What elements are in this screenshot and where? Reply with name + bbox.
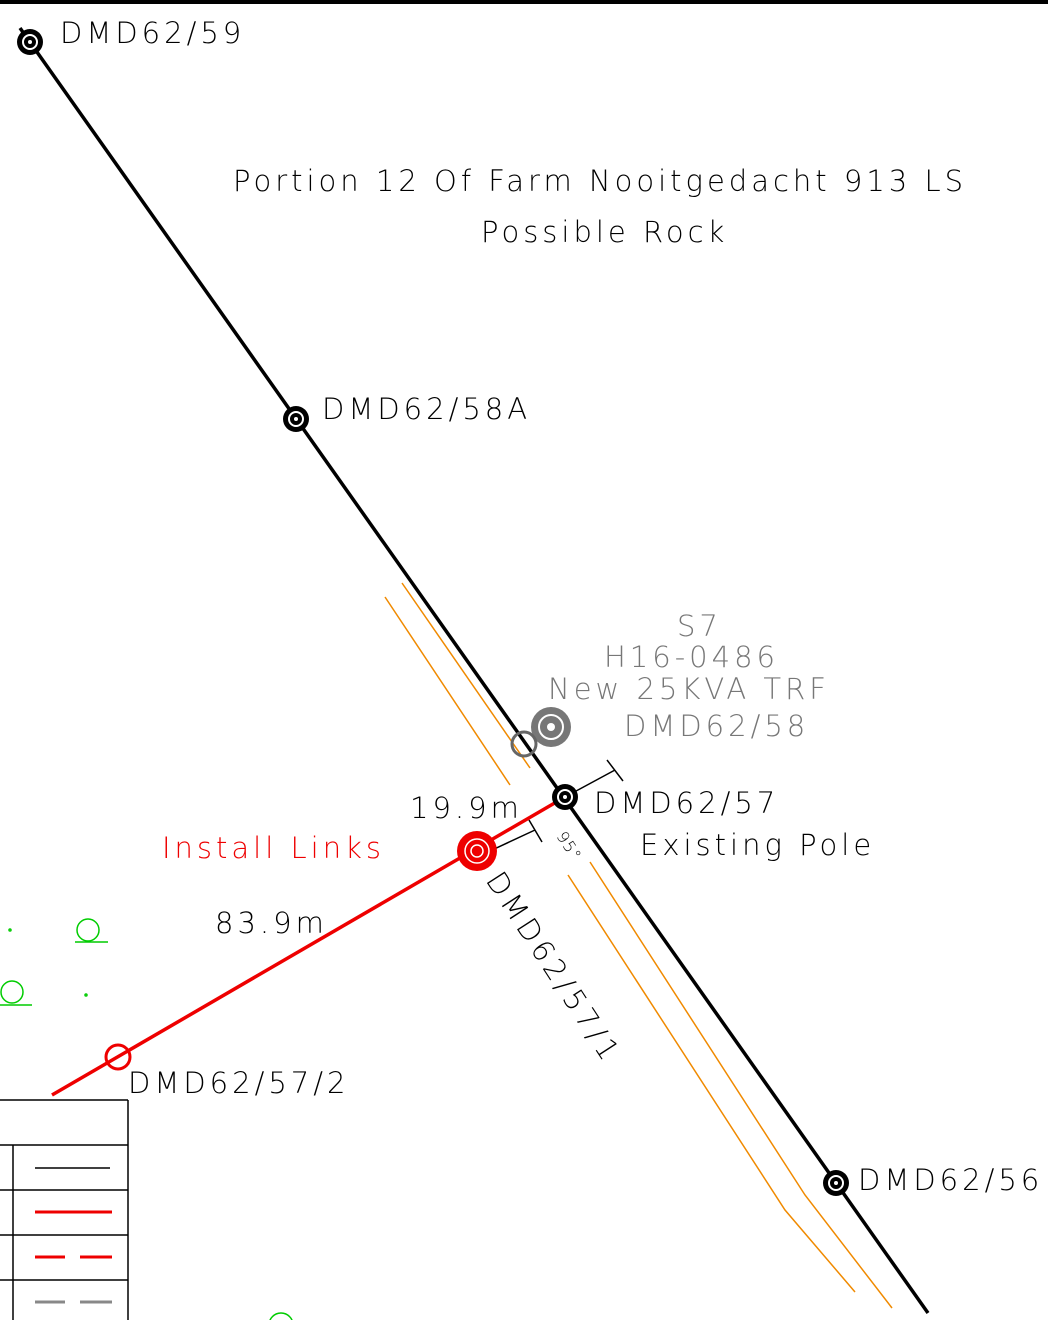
label: New 25KVA TRF: [548, 672, 830, 706]
trees: [0, 918, 293, 1320]
label: S7: [677, 609, 722, 643]
label: DMD62/57/2: [128, 1066, 349, 1100]
label: H16-0486: [604, 640, 779, 674]
transformer: [531, 707, 571, 747]
label: 83.9m: [215, 906, 328, 940]
servitude-lines: [384, 582, 893, 1309]
label: 19.9m: [410, 791, 523, 825]
grey-pole: [510, 730, 538, 758]
label: DMD62/58A: [322, 392, 531, 426]
power-line: [18, 26, 930, 1315]
label: DMD62/56: [858, 1163, 1043, 1197]
black-poles: [17, 29, 849, 1196]
label: DMD62/57: [594, 786, 779, 820]
label: Portion 12 Of Farm Nooitgedacht 913 LS: [233, 164, 967, 198]
label: DMD62/58: [624, 709, 809, 743]
label: DMD62/59: [60, 16, 245, 50]
legend: [0, 1099, 129, 1320]
red-pole: [457, 831, 497, 871]
label: Install Links: [162, 831, 385, 865]
label: Possible Rock: [481, 215, 728, 249]
label: Existing Pole: [640, 828, 875, 862]
red-pole-2: [104, 1043, 132, 1071]
